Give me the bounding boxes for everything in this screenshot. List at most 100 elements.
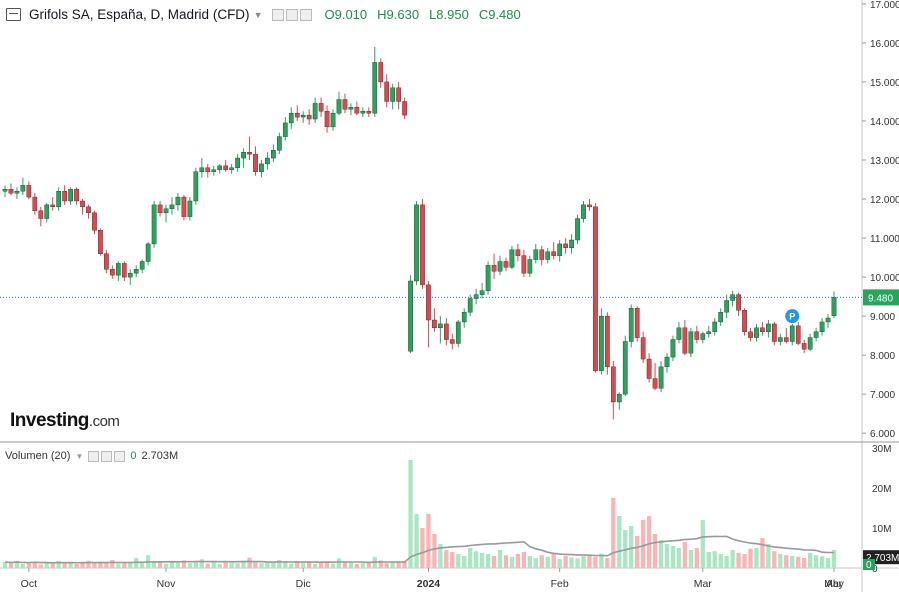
chart-header: Grifols SA, España, D, Madrid (CFD) ▼ O9… bbox=[6, 7, 521, 22]
volume-bar bbox=[515, 554, 521, 568]
candle-body bbox=[127, 272, 133, 278]
candle-body bbox=[664, 356, 670, 368]
volume-bar bbox=[646, 516, 652, 568]
candle-body bbox=[772, 323, 777, 342]
price-tick-label: 12.000 bbox=[870, 195, 899, 206]
volume-bar bbox=[503, 555, 509, 568]
candle-body bbox=[384, 81, 390, 102]
volume-bar bbox=[587, 554, 592, 568]
candle-body bbox=[736, 294, 741, 311]
candle-body bbox=[92, 212, 97, 231]
volume-bar bbox=[80, 562, 85, 568]
volume-bar bbox=[426, 514, 431, 568]
candle-body bbox=[539, 249, 545, 260]
volume-bar bbox=[605, 558, 610, 568]
volume-bar bbox=[396, 562, 401, 568]
price-tick-label: 13.000 bbox=[870, 156, 899, 167]
candle-body bbox=[754, 327, 759, 338]
volume-bar bbox=[2, 562, 8, 568]
volume-bar bbox=[450, 552, 455, 568]
candle-body bbox=[551, 251, 557, 256]
chart-title: Grifols SA, España, D, Madrid (CFD) bbox=[29, 7, 250, 22]
menu-icon[interactable] bbox=[6, 8, 21, 21]
candle-body bbox=[312, 103, 318, 120]
volume-bar bbox=[831, 550, 837, 568]
volume-bar bbox=[56, 561, 61, 568]
candle-body bbox=[777, 337, 783, 342]
candle-body bbox=[306, 114, 312, 120]
volume-bar bbox=[438, 544, 443, 568]
settings-icon[interactable] bbox=[101, 450, 113, 462]
candle-body bbox=[652, 378, 658, 389]
volume-bar bbox=[545, 556, 550, 568]
candle-body bbox=[783, 337, 789, 342]
candle-body bbox=[563, 243, 568, 249]
volume-bar bbox=[802, 558, 807, 568]
settings-icon[interactable] bbox=[286, 8, 299, 21]
volume-bar bbox=[790, 556, 795, 568]
time-tick-label: Abr bbox=[826, 578, 843, 590]
visibility-icon[interactable] bbox=[88, 450, 100, 462]
low-value: L8.950 bbox=[429, 7, 469, 22]
volume-bar bbox=[509, 556, 515, 568]
candle-body bbox=[133, 269, 139, 274]
chevron-down-icon[interactable]: ▼ bbox=[75, 451, 84, 461]
candle-body bbox=[587, 204, 592, 208]
candle-body bbox=[187, 200, 193, 217]
price-tick-label: 7.000 bbox=[870, 390, 895, 401]
price-tick-label: 17.000 bbox=[870, 0, 899, 11]
candle-body bbox=[414, 204, 419, 282]
volume-bar bbox=[116, 563, 121, 568]
volume-bar bbox=[283, 562, 288, 568]
remove-icon[interactable] bbox=[114, 450, 126, 462]
candle-body bbox=[455, 321, 461, 344]
price-tick-label: 8.000 bbox=[870, 351, 895, 362]
volume-bar bbox=[444, 550, 449, 568]
volume-bar bbox=[432, 534, 437, 568]
volume-zero: 0 bbox=[130, 450, 137, 462]
candle-body bbox=[831, 297, 837, 316]
volume-bar bbox=[724, 556, 729, 568]
volume-bar bbox=[819, 556, 825, 568]
volume-bar bbox=[259, 563, 264, 568]
candle-body bbox=[378, 62, 384, 83]
volume-last: 2.703M bbox=[141, 450, 179, 462]
candle-body bbox=[467, 298, 473, 313]
volume-bar bbox=[557, 559, 562, 568]
volume-bar bbox=[754, 548, 759, 568]
price-tick-label: 10.000 bbox=[870, 273, 899, 284]
volume-bar bbox=[742, 554, 747, 568]
candle-body bbox=[223, 165, 229, 170]
candle-body bbox=[706, 331, 712, 334]
chevron-down-icon[interactable]: ▼ bbox=[253, 9, 263, 20]
remove-icon[interactable] bbox=[300, 8, 313, 21]
candle-body bbox=[110, 269, 115, 276]
candle-body bbox=[330, 112, 336, 128]
candle-body bbox=[622, 341, 628, 395]
price-tick-label: 9.000 bbox=[870, 312, 895, 323]
candle-body bbox=[121, 263, 127, 278]
volume-bar bbox=[271, 562, 276, 568]
visibility-icon[interactable] bbox=[272, 8, 285, 21]
candle-body bbox=[318, 103, 324, 112]
candle-body bbox=[169, 204, 175, 209]
volume-bar bbox=[110, 560, 115, 568]
candle-body bbox=[700, 333, 706, 340]
volume-bar bbox=[62, 563, 67, 568]
candle-body bbox=[616, 393, 622, 403]
candle-body bbox=[336, 99, 342, 114]
candle-body bbox=[593, 206, 598, 371]
volume-bar bbox=[247, 557, 252, 568]
volume-bar bbox=[629, 526, 634, 568]
candle-body bbox=[432, 319, 437, 329]
candle-body bbox=[372, 62, 378, 114]
candle-body bbox=[527, 259, 533, 274]
candle-body bbox=[38, 210, 44, 219]
volume-bar bbox=[20, 564, 26, 568]
volume-bar bbox=[151, 560, 157, 568]
volume-zero-label-bg bbox=[863, 559, 875, 570]
volume-bar bbox=[796, 556, 801, 568]
volume-bar bbox=[706, 552, 711, 568]
volume-bar bbox=[772, 551, 777, 568]
